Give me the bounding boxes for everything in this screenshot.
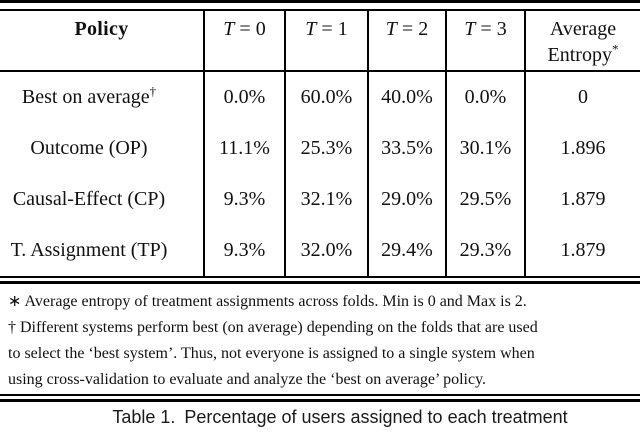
t-value: 1: [337, 18, 348, 40]
value-cell-t0: 0.0%: [203, 72, 284, 123]
header-cell-t0: T = 0: [203, 11, 284, 70]
table-row: Causal-Effect (CP) 9.3% 32.1% 29.0% 29.5…: [0, 174, 640, 225]
header-cell-t2: T = 2: [367, 11, 445, 70]
value-cell-t0: 9.3%: [203, 174, 284, 225]
footnote-dagger-line1: † Different systems perform best (on ave…: [8, 319, 538, 336]
value-cell-t3: 0.0%: [445, 72, 524, 123]
value-cell-t1: 25.3%: [284, 123, 367, 174]
table-row: T. Assignment (TP) 9.3% 32.0% 29.4% 29.3…: [0, 225, 640, 276]
value-cell-entropy: 1.879: [524, 225, 640, 276]
body-bottom-rule-thick: [0, 281, 640, 284]
equals-sign: =: [401, 18, 414, 40]
value-cell-t1: 60.0%: [284, 72, 367, 123]
dagger-superscript: †: [149, 83, 157, 99]
header-separator-rule: [0, 70, 640, 72]
value-cell-entropy: 0: [524, 72, 640, 123]
caption-text: Percentage of users assigned to each tre…: [184, 407, 568, 427]
footnote-dagger-line3: using cross-validation to evaluate and a…: [8, 371, 487, 388]
value-cell-t2: 33.5%: [367, 123, 445, 174]
footnote-dagger-line2: to select the ‘best system’. Thus, not e…: [8, 345, 535, 362]
value-cell-t0: 11.1%: [203, 123, 284, 174]
equals-sign: =: [321, 18, 333, 40]
value-cell-t2: 29.0%: [367, 174, 445, 225]
t-value: 3: [496, 18, 507, 40]
body-bottom-rule-thin: [0, 276, 640, 278]
header-cell-avg-entropy: Average Entropy*: [524, 11, 640, 70]
asterisk-superscript: *: [611, 41, 619, 57]
t-variable: T: [305, 18, 317, 40]
value-cell-t3: 30.1%: [445, 123, 524, 174]
t-variable: T: [223, 18, 235, 40]
t-value: 2: [418, 18, 429, 40]
footnotes: ∗ Average entropy of treatment assignmen…: [0, 284, 640, 394]
policy-cell: Causal-Effect (CP): [12, 188, 166, 210]
header-cell-policy: Policy: [0, 11, 203, 70]
value-cell-t3: 29.5%: [445, 174, 524, 225]
value-cell-t2: 40.0%: [367, 72, 445, 123]
footnote-asterisk: ∗ Average entropy of treatment assignmen…: [8, 293, 527, 310]
avg-entropy-line2: Entropy*: [547, 41, 619, 66]
t-value: 0: [255, 18, 266, 40]
value-cell-t2: 29.4%: [367, 225, 445, 276]
table-row: Outcome (OP) 11.1% 25.3% 33.5% 30.1% 1.8…: [0, 123, 640, 174]
value-cell-t1: 32.0%: [284, 225, 367, 276]
header-cell-t1: T = 1: [284, 11, 367, 70]
policy-cell: T. Assignment (TP): [10, 239, 168, 261]
top-rule-thick: [0, 0, 640, 3]
value-cell-t0: 9.3%: [203, 225, 284, 276]
caption-label: Table 1.: [112, 407, 176, 427]
equals-sign: =: [480, 18, 492, 40]
value-cell-entropy: 1.879: [524, 174, 640, 225]
footnote-bottom-rule-thin: [0, 394, 640, 396]
avg-entropy-line1: Average: [549, 18, 617, 40]
value-cell-t1: 32.1%: [284, 174, 367, 225]
table-row: Best on average† 0.0% 60.0% 40.0% 0.0% 0: [0, 72, 640, 123]
t-variable: T: [464, 18, 476, 40]
policy-cell: Best on average†: [21, 83, 157, 108]
value-cell-entropy: 1.896: [524, 123, 640, 174]
equals-sign: =: [239, 18, 251, 40]
footnote-bottom-rule-thick: [0, 399, 640, 402]
header-policy-label: Policy: [74, 18, 129, 40]
value-cell-t3: 29.3%: [445, 225, 524, 276]
policy-cell: Outcome (OP): [30, 137, 148, 159]
table-header-row: Policy T = 0 T = 1 T = 2 T = 3 Average E…: [0, 11, 640, 70]
t-variable: T: [385, 18, 397, 40]
top-rule-thin: [0, 9, 640, 11]
table-caption: Table 1. Percentage of users assigned to …: [0, 402, 640, 432]
header-cell-t3: T = 3: [445, 11, 524, 70]
